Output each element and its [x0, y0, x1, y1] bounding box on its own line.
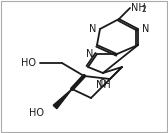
Text: N: N — [142, 24, 149, 34]
Text: NH: NH — [131, 3, 146, 13]
Text: 2: 2 — [141, 5, 146, 14]
Text: NH: NH — [96, 80, 110, 90]
Text: HO: HO — [29, 108, 44, 118]
Text: N: N — [89, 24, 96, 34]
Polygon shape — [53, 89, 72, 109]
Text: HO: HO — [21, 58, 36, 68]
Text: O: O — [98, 79, 106, 89]
Text: N: N — [86, 49, 93, 59]
